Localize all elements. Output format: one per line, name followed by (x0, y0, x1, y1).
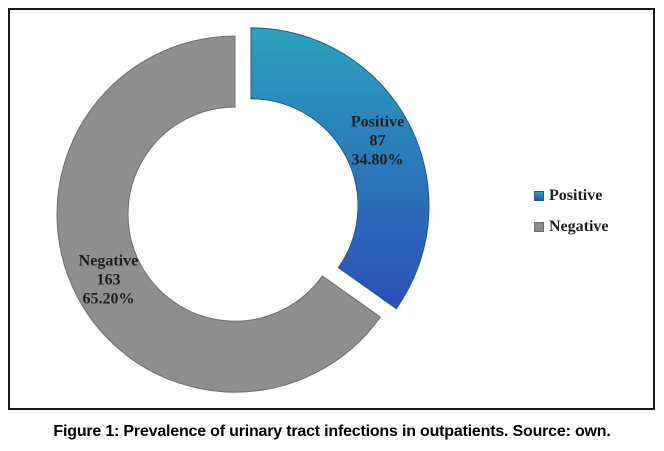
data-label-positive-percent: 34.80% (352, 151, 404, 168)
legend-swatch-positive (534, 191, 544, 201)
legend-label-positive: Positive (549, 187, 603, 204)
data-label-negative-percent: 65.20% (82, 291, 134, 308)
slice-negative (56, 35, 382, 393)
chart-frame: Positive 87 34.80% Negative 163 65.20% Positi… (8, 8, 655, 410)
donut-chart: Positive 87 34.80% Negative 163 65.20% (56, 27, 430, 393)
data-label-positive-value: 87 (370, 132, 386, 149)
legend-item-negative: Negative (534, 217, 609, 237)
data-label-negative-category: Negative (79, 253, 139, 270)
legend: Positive Negative (534, 186, 609, 248)
data-label-positive-category: Positive (351, 113, 404, 130)
legend-swatch-negative (534, 222, 544, 232)
slice-positive (250, 27, 430, 310)
legend-label-negative: Negative (549, 218, 609, 235)
legend-item-positive: Positive (534, 186, 609, 206)
figure-caption: Figure 1: Prevalence of urinary tract in… (53, 423, 611, 440)
data-label-negative-value: 163 (96, 272, 120, 289)
